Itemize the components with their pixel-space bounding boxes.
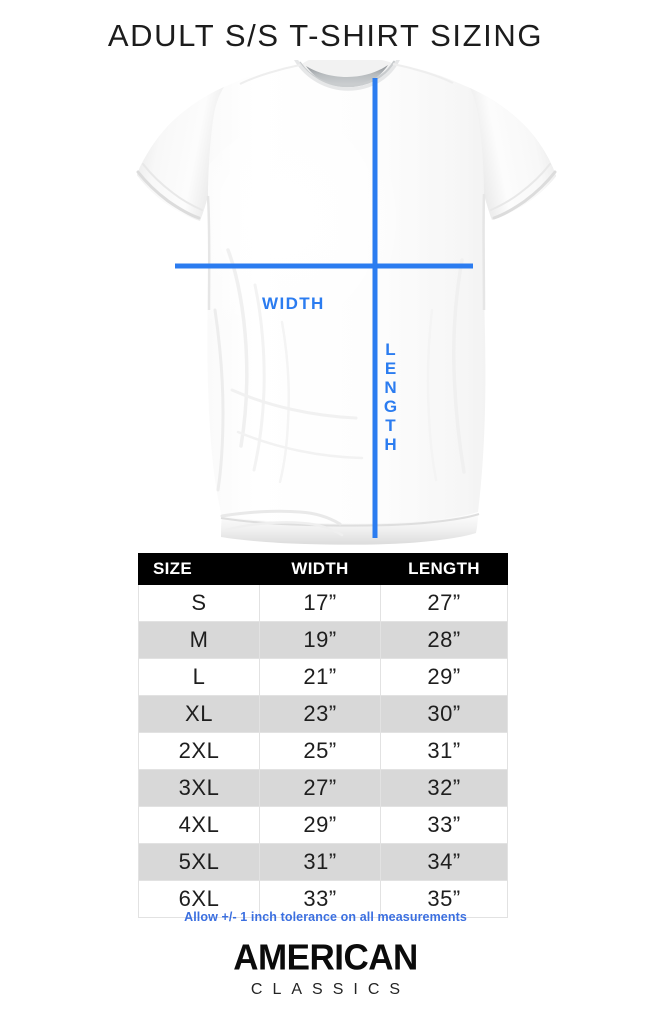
cell-length: 27” [380, 584, 508, 622]
cell-length: 30” [380, 695, 508, 733]
brand-name-primary: AMERICAN [233, 937, 418, 978]
cell-width: 23” [259, 695, 381, 733]
measurement-guides [175, 78, 473, 538]
table-row: 5XL 31” 34” [138, 843, 508, 881]
cell-width: 17” [259, 584, 381, 622]
cell-width: 19” [259, 621, 381, 659]
column-header-width: WIDTH [259, 553, 381, 585]
column-header-length: LENGTH [380, 553, 508, 585]
width-label: WIDTH [262, 294, 325, 313]
cell-size: 2XL [138, 732, 260, 770]
table-row: 6XL 33” 35” [138, 880, 508, 918]
table-row: 2XL 25” 31” [138, 732, 508, 770]
size-table-container: SIZE WIDTH LENGTH S 17” 27” M 19” 28” L [138, 553, 508, 918]
page-title: ADULT S/S T-SHIRT SIZING [107, 18, 544, 53]
tshirt-illustration: WIDTH LENGTH [0, 60, 651, 550]
cell-length: 31” [380, 732, 508, 770]
cell-length: 33” [380, 806, 508, 844]
cell-size: XL [138, 695, 260, 733]
table-row: S 17” 27” [138, 584, 508, 622]
cell-size: S [138, 584, 260, 622]
cell-width: 27” [259, 769, 381, 807]
cell-size: 3XL [138, 769, 260, 807]
table-row: 4XL 29” 33” [138, 806, 508, 844]
brand-name-secondary: CLASSICS [250, 980, 411, 998]
cell-width: 31” [259, 843, 381, 881]
cell-width: 25” [259, 732, 381, 770]
tolerance-note: Allow +/- 1 inch tolerance on all measur… [184, 910, 467, 924]
tshirt-body-shape [136, 60, 557, 545]
cell-length: 29” [380, 658, 508, 696]
cell-length: 34” [380, 843, 508, 881]
cell-size: L [138, 658, 260, 696]
length-label: LENGTH [381, 340, 400, 454]
table-row: 3XL 27” 32” [138, 769, 508, 807]
cell-size: 6XL [138, 880, 260, 918]
cell-length: 32” [380, 769, 508, 807]
cell-width: 21” [259, 658, 381, 696]
cell-length: 28” [380, 621, 508, 659]
table-row: L 21” 29” [138, 658, 508, 696]
cell-size: 4XL [138, 806, 260, 844]
table-header-row: SIZE WIDTH LENGTH [138, 553, 508, 585]
cell-size: M [138, 621, 260, 659]
cell-width: 29” [259, 806, 381, 844]
cell-length: 35” [380, 880, 508, 918]
table-row: XL 23” 30” [138, 695, 508, 733]
column-header-size: SIZE [138, 553, 260, 585]
brand-logo: AMERICAN CLASSICS [0, 937, 651, 999]
table-row: M 19” 28” [138, 621, 508, 659]
size-table: SIZE WIDTH LENGTH S 17” 27” M 19” 28” L [138, 553, 508, 918]
cell-size: 5XL [138, 843, 260, 881]
